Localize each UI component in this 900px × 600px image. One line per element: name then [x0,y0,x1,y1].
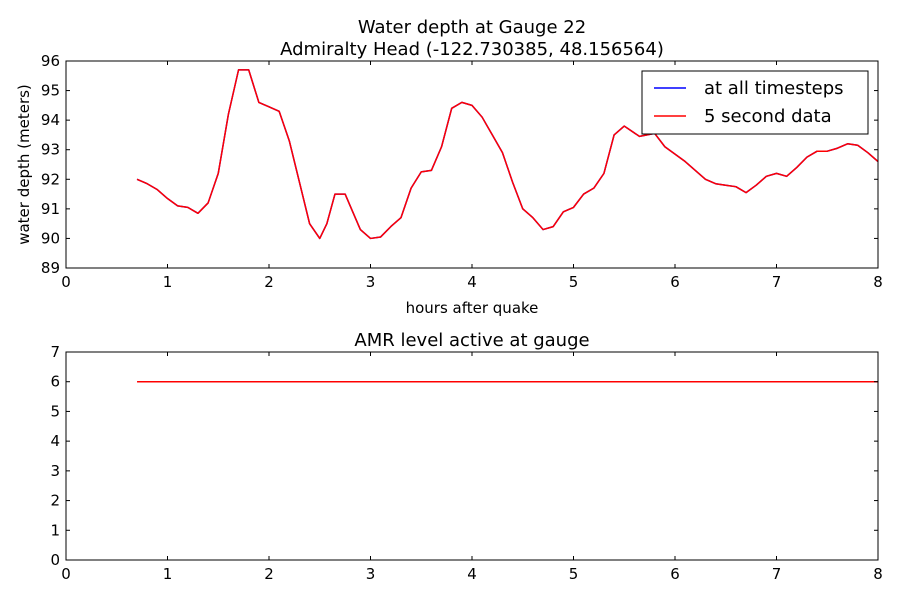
x-tick-label: 0 [61,565,71,583]
y-tick-label: 2 [50,492,60,510]
x-tick-label: 8 [873,273,883,291]
y-axis-label: water depth (meters) [15,84,33,245]
x-tick-label: 5 [569,565,579,583]
legend-label: 5 second data [704,106,832,127]
x-tick-label: 6 [670,273,680,291]
chart-subtitle: Admiralty Head (-122.730385, 48.156564) [280,39,664,60]
legend-label: at all timesteps [704,78,844,99]
x-tick-label: 4 [467,565,477,583]
y-tick-label: 94 [41,111,60,129]
y-tick-label: 1 [50,521,60,539]
x-tick-label: 7 [772,565,782,583]
plot-frame [65,351,879,561]
y-tick-label: 89 [41,259,60,277]
y-tick-label: 0 [50,551,60,569]
x-tick-label: 0 [61,273,71,291]
x-tick-label: 7 [772,273,782,291]
x-tick-label: 1 [163,565,173,583]
x-tick-label: 6 [670,565,680,583]
x-tick-label: 3 [366,565,376,583]
x-tick-label: 2 [264,565,274,583]
y-tick-label: 3 [50,462,60,480]
y-tick-label: 95 [41,82,60,100]
amr-level-panel: AMR level active at gauge 0 1 2 3 4 5 6 7 8 0 1 2 3 4 5… [50,330,882,583]
legend-box [641,70,869,135]
y-tick-label: 91 [41,200,60,218]
legend: at all timesteps 5 second data [641,70,869,135]
x-tick-label: 5 [569,273,579,291]
y-tick-label: 5 [50,402,60,420]
y-tick-label: 90 [41,229,60,247]
x-tick-label: 3 [366,273,376,291]
y-tick-label: 6 [50,373,60,391]
y-tick-label: 7 [50,343,60,361]
y-tick-label: 93 [41,141,60,159]
series-line-5-second-data [136,69,878,240]
y-tick-label: 4 [50,432,60,450]
x-tick-label: 8 [873,565,883,583]
y-tick-label: 96 [41,52,60,70]
y-tick-label: 92 [41,170,60,188]
x-tick-label: 2 [264,273,274,291]
x-tick-label: 4 [467,273,477,291]
chart-title: AMR level active at gauge [354,330,589,351]
x-axis-label: hours after quake [406,299,539,317]
series-group [136,69,878,240]
x-tick-label: 1 [163,273,173,291]
chart-title: Water depth at Gauge 22 [358,17,586,38]
